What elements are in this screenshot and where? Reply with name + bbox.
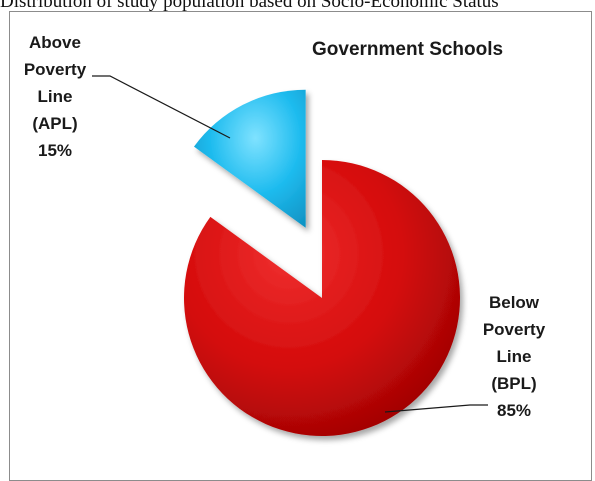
slice-label-apl: Above Poverty Line (APL) 15% [24,33,87,160]
pie-slice-apl [194,89,306,228]
slice-labels: Above Poverty Line (APL) 15% Below Poverty Line… [24,33,546,420]
pie-slice-bpl [184,160,461,436]
pie-slices [184,89,461,436]
chart-title: Government Schools [312,39,503,60]
slice-label-bpl: Below Poverty Line (BPL) 85% [483,293,546,420]
figure-caption: Distribution of study population based o… [0,0,499,12]
leader-line-bpl [384,404,488,413]
leader-line-apl [92,75,231,139]
